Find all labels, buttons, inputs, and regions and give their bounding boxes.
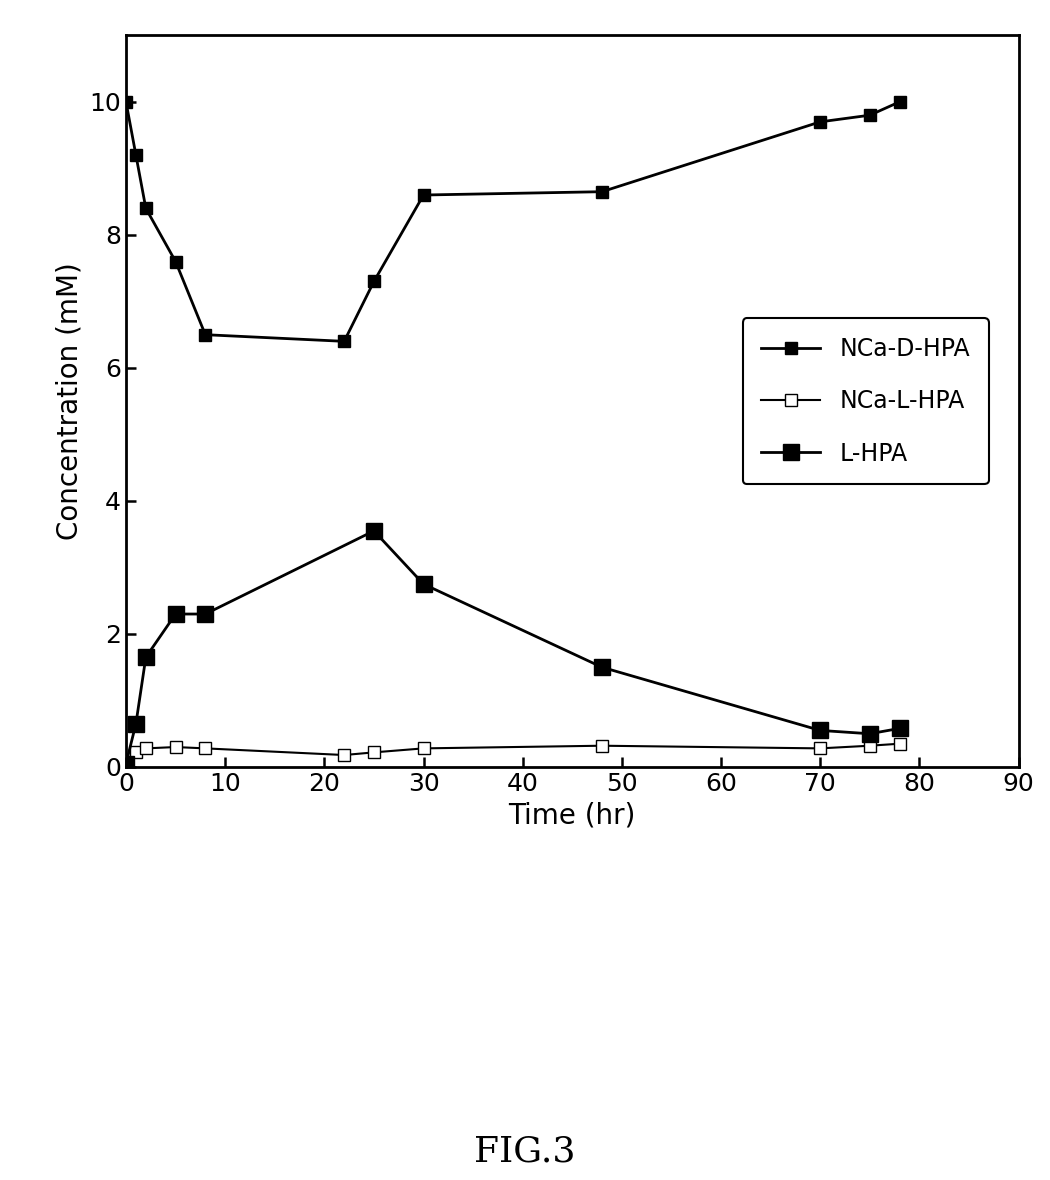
L-HPA [863,727,876,741]
L-HPA [368,524,380,538]
NCa-L-HPA [814,741,826,755]
Line: NCa-D-HPA: NCa-D-HPA [121,97,905,347]
NCa-L-HPA [368,746,380,760]
NCa-L-HPA [120,756,132,771]
NCa-L-HPA [129,746,142,760]
L-HPA [140,650,152,664]
Text: FIG.3: FIG.3 [475,1134,575,1168]
NCa-L-HPA [894,736,906,750]
NCa-L-HPA [417,741,429,755]
NCa-L-HPA [200,741,212,755]
NCa-L-HPA [169,740,182,754]
Line: NCa-L-HPA: NCa-L-HPA [121,739,905,769]
L-HPA [814,723,826,738]
Line: L-HPA: L-HPA [118,523,908,772]
NCa-L-HPA [338,748,351,762]
NCa-D-HPA [169,255,182,269]
NCa-L-HPA [140,741,152,755]
NCa-L-HPA [863,739,876,753]
NCa-D-HPA [894,94,906,109]
NCa-D-HPA [200,328,212,342]
NCa-D-HPA [863,109,876,123]
Legend: NCa-D-HPA, NCa-L-HPA, L-HPA: NCa-D-HPA, NCa-L-HPA, L-HPA [742,317,989,485]
L-HPA [200,607,212,621]
L-HPA [129,716,142,730]
NCa-D-HPA [595,184,608,198]
NCa-D-HPA [417,188,429,202]
L-HPA [120,756,132,771]
NCa-D-HPA [129,148,142,162]
L-HPA [894,721,906,735]
L-HPA [169,607,182,621]
L-HPA [595,660,608,674]
NCa-D-HPA [120,94,132,109]
NCa-D-HPA [338,334,351,348]
NCa-D-HPA [140,202,152,216]
NCa-D-HPA [814,114,826,129]
X-axis label: Time (hr): Time (hr) [508,801,636,830]
NCa-L-HPA [595,739,608,753]
Y-axis label: Concentration (mM): Concentration (mM) [56,262,84,540]
NCa-D-HPA [368,275,380,289]
L-HPA [417,577,429,591]
